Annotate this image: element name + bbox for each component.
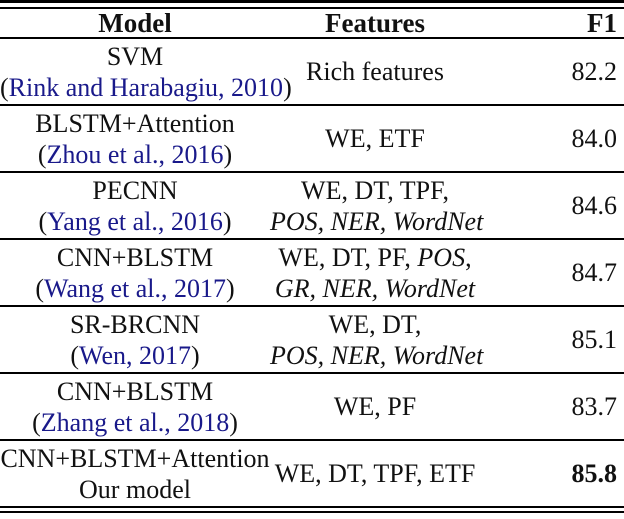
citation-open-paren: ( bbox=[32, 407, 41, 437]
model-cell: SR-BRCNN (Wen, 2017) bbox=[0, 307, 270, 372]
header-rule bbox=[0, 37, 624, 39]
citation: (Wen, 2017) bbox=[0, 340, 270, 371]
citation: (Wang et al., 2017) bbox=[0, 273, 270, 304]
f1-cell: 85.1 bbox=[480, 307, 624, 372]
citation-link[interactable]: Zhang et al., 2018 bbox=[40, 407, 230, 437]
citation-open-paren: ( bbox=[38, 206, 48, 236]
features-cell: WE, DT, TPF, ETF bbox=[270, 441, 480, 506]
citation-link[interactable]: Zhou et al., 2016 bbox=[46, 139, 224, 169]
top-rule-outer bbox=[0, 0, 624, 3]
header-model: Model bbox=[98, 7, 172, 38]
features-cell: WE, DT, TPF, POS, NER, WordNet bbox=[270, 173, 484, 238]
header-f1: F1 bbox=[587, 7, 617, 38]
features-line: Rich features bbox=[306, 57, 444, 86]
f1-value: 84.7 bbox=[571, 257, 618, 287]
citation: (Rink and Harabagiu, 2010) bbox=[0, 72, 292, 103]
model-name: SR-BRCNN bbox=[69, 309, 201, 339]
bottom-rule-inner bbox=[0, 511, 624, 513]
f1-cell: 84.7 bbox=[480, 240, 624, 305]
f1-value: 84.0 bbox=[571, 123, 618, 153]
features-line: WE, DT, bbox=[328, 309, 422, 339]
f1-cell: 82.2 bbox=[480, 39, 624, 104]
citation: (Zhou et al., 2016) bbox=[0, 139, 270, 170]
features-line: WE, DT, PF, POS, bbox=[278, 242, 472, 272]
f1-cell: 85.8 bbox=[480, 441, 624, 506]
citation-close-paren: ) bbox=[222, 206, 232, 236]
f1-value: 85.8 bbox=[571, 458, 618, 488]
table-row: SR-BRCNN (Wen, 2017) WE, DT, POS, NER, W… bbox=[0, 307, 624, 372]
row-rule bbox=[0, 104, 624, 106]
model-name: CNN+BLSTM+Attention bbox=[0, 443, 270, 473]
table-row: BLSTM+Attention (Zhou et al., 2016) WE, … bbox=[0, 106, 624, 171]
features-cell: WE, DT, POS, NER, WordNet bbox=[270, 307, 484, 372]
f1-value: 84.6 bbox=[571, 190, 618, 220]
f1-cell: 84.6 bbox=[480, 173, 624, 238]
f1-cell: 83.7 bbox=[480, 374, 624, 439]
table-header-row: Model Features F1 bbox=[0, 7, 624, 38]
features-line: POS, NER, WordNet bbox=[270, 340, 484, 370]
row-rule bbox=[0, 439, 624, 441]
model-name: BLSTM+Attention bbox=[35, 108, 235, 138]
row-rule bbox=[0, 305, 624, 307]
citation-close-paren: ) bbox=[191, 340, 200, 370]
model-name: CNN+BLSTM bbox=[56, 242, 214, 272]
features-line: GR, NER, WordNet bbox=[274, 273, 476, 303]
model-cell: SVM (Rink and Harabagiu, 2010) bbox=[0, 39, 292, 104]
features-line: POS, NER, WordNet bbox=[270, 206, 484, 236]
citation-open-paren: ( bbox=[35, 273, 44, 303]
model-cell: CNN+BLSTM (Wang et al., 2017) bbox=[0, 240, 270, 305]
citation: (Yang et al., 2016) bbox=[0, 206, 270, 237]
model-cell: PECNN (Yang et al., 2016) bbox=[0, 173, 270, 238]
model-name: SVM bbox=[106, 41, 164, 71]
features-line: WE, PF bbox=[333, 392, 417, 421]
f1-value: 85.1 bbox=[571, 324, 618, 354]
features-cell: Rich features bbox=[270, 39, 480, 104]
features-line: WE, ETF bbox=[325, 124, 425, 153]
model-name: PECNN bbox=[92, 175, 178, 205]
table-row: CNN+BLSTM+Attention Our model WE, DT, TP… bbox=[0, 441, 624, 506]
model-cell: CNN+BLSTM (Zhang et al., 2018) bbox=[0, 374, 270, 439]
model-subtitle: Our model bbox=[79, 474, 191, 504]
citation-close-paren: ) bbox=[283, 72, 292, 102]
model-cell: BLSTM+Attention (Zhou et al., 2016) bbox=[0, 106, 270, 171]
top-rule-inner bbox=[0, 7, 624, 9]
features-cell: WE, ETF bbox=[270, 106, 480, 171]
f1-cell: 84.0 bbox=[480, 106, 624, 171]
citation-open-paren: ( bbox=[0, 72, 9, 102]
citation-open-paren: ( bbox=[37, 139, 47, 169]
citation-close-paren: ) bbox=[223, 139, 233, 169]
citation: (Zhang et al., 2018) bbox=[0, 407, 270, 438]
model-name: CNN+BLSTM bbox=[56, 376, 214, 406]
row-rule bbox=[0, 171, 624, 173]
table-row: PECNN (Yang et al., 2016) WE, DT, TPF, P… bbox=[0, 173, 624, 238]
f1-value: 82.2 bbox=[571, 56, 618, 86]
bottom-rule-outer bbox=[0, 506, 624, 508]
row-rule bbox=[0, 238, 624, 240]
citation-close-paren: ) bbox=[226, 273, 235, 303]
features-line: WE, DT, TPF, ETF bbox=[274, 459, 476, 488]
table-row: CNN+BLSTM (Zhang et al., 2018) WE, PF 83… bbox=[0, 374, 624, 439]
features-line: WE, DT, TPF, bbox=[301, 175, 449, 205]
table-row: SVM (Rink and Harabagiu, 2010) Rich feat… bbox=[0, 39, 624, 104]
features-cell: WE, DT, PF, POS, GR, NER, WordNet bbox=[270, 240, 480, 305]
citation-link[interactable]: Yang et al., 2016 bbox=[47, 206, 223, 236]
row-rule bbox=[0, 372, 624, 374]
table-row: CNN+BLSTM (Wang et al., 2017) WE, DT, PF… bbox=[0, 240, 624, 305]
header-features: Features bbox=[325, 7, 425, 38]
citation-open-paren: ( bbox=[70, 340, 79, 370]
f1-value: 83.7 bbox=[571, 391, 618, 421]
citation-link[interactable]: Wen, 2017 bbox=[79, 340, 191, 370]
citation-link[interactable]: Rink and Harabagiu, 2010 bbox=[8, 72, 284, 102]
model-cell: CNN+BLSTM+Attention Our model bbox=[0, 441, 270, 506]
features-cell: WE, PF bbox=[270, 374, 480, 439]
citation-close-paren: ) bbox=[229, 407, 238, 437]
citation-link[interactable]: Wang et al., 2017 bbox=[43, 273, 227, 303]
